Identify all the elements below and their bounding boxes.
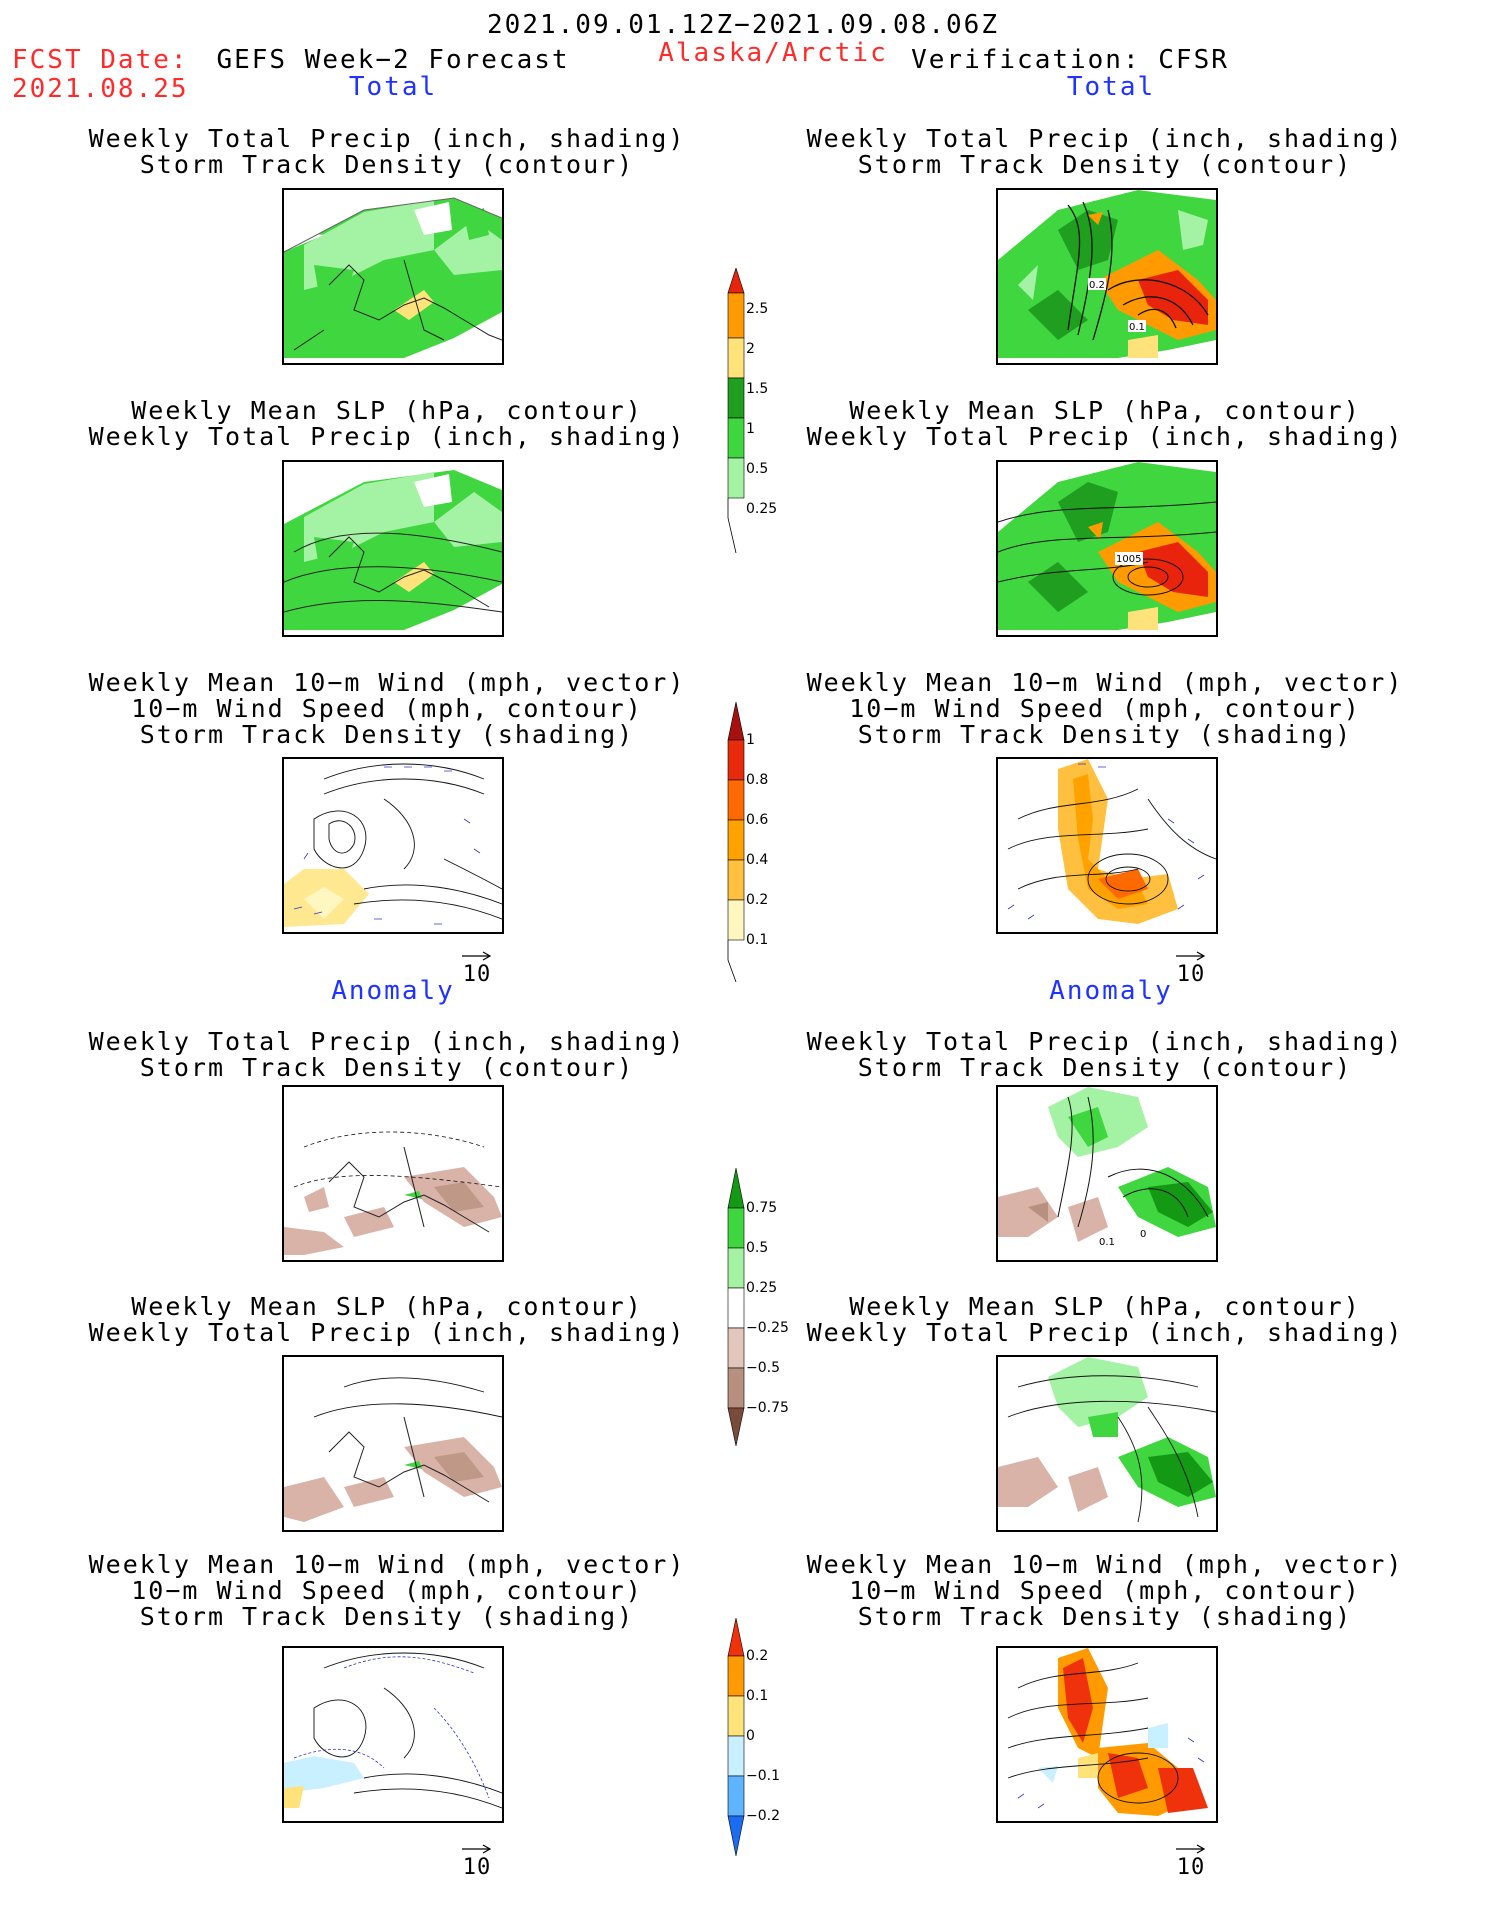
colorbar-label: 0.2 bbox=[746, 892, 769, 908]
title-precip-track-obs: Weekly Total Precip (inch, shading) Storm… bbox=[806, 124, 1404, 179]
contour-label: 1005 bbox=[1116, 554, 1141, 565]
title-slp-precip-obs: Weekly Mean SLP (hPa, contour) Weekly Tot… bbox=[806, 396, 1404, 451]
section-anomaly-left: Anomaly bbox=[331, 976, 455, 1006]
colorbar-precip-total: 2.5 2 1.5 1 0.5 0.25 bbox=[726, 268, 796, 568]
vector-key-obs-anom: 10 bbox=[1175, 1843, 1207, 1879]
map-wind-anom-obs bbox=[996, 1646, 1218, 1823]
colorbar-label: 0.1 bbox=[746, 1688, 769, 1704]
title-wind-track-obs: Weekly Mean 10−m Wind (mph, vector) 10−m … bbox=[806, 668, 1404, 749]
arrow-right-icon bbox=[1176, 951, 1206, 961]
colorbar-label: 0.2 bbox=[746, 1648, 769, 1664]
colorbar-label: 0.5 bbox=[746, 1240, 769, 1256]
contour-label: 0.1 bbox=[1129, 322, 1145, 333]
title-slp-precip-fcst: Weekly Mean SLP (hPa, contour) Weekly Tot… bbox=[88, 396, 686, 451]
arrow-right-icon bbox=[462, 951, 492, 961]
colorbar-label: 2 bbox=[746, 341, 755, 357]
colorbar-label: 0 bbox=[746, 1728, 755, 1744]
title-wind-track-anom-fcst: Weekly Mean 10−m Wind (mph, vector) 10−m … bbox=[88, 1550, 686, 1631]
colorbar-label: 1.5 bbox=[746, 381, 769, 397]
title-precip-track-anom-obs: Weekly Total Precip (inch, shading) Storm… bbox=[806, 1027, 1404, 1082]
title-precip-track-anom-fcst: Weekly Total Precip (inch, shading) Storm… bbox=[88, 1027, 686, 1082]
section-anomaly-right: Anomaly bbox=[1049, 976, 1173, 1006]
map-precip-total-obs: 0.2 0.1 bbox=[996, 188, 1218, 365]
colorbar-precip-anom: 0.75 0.5 0.25 −0.25 −0.5 −0.75 bbox=[726, 1168, 806, 1458]
colorbar-label: 2.5 bbox=[746, 301, 769, 317]
model-title: GEFS Week−2 Forecast bbox=[216, 45, 570, 75]
map-precip-anom-fcst bbox=[282, 1085, 504, 1262]
colorbar-label: −0.25 bbox=[746, 1320, 789, 1336]
map-wind-anom-fcst bbox=[282, 1646, 504, 1823]
colorbar-label: 0.25 bbox=[746, 501, 778, 517]
section-total-left: Total bbox=[348, 72, 438, 102]
map-precip-total-fcst bbox=[282, 188, 504, 365]
map-slp-anom-obs bbox=[996, 1355, 1218, 1532]
arrow-right-icon bbox=[462, 1844, 492, 1854]
fcst-date-value: 2021.08.25 bbox=[12, 74, 189, 104]
title-slp-precip-anom-obs: Weekly Mean SLP (hPa, contour) Weekly Tot… bbox=[806, 1292, 1404, 1347]
title-wind-track-fcst: Weekly Mean 10−m Wind (mph, vector) 10−m … bbox=[88, 668, 686, 749]
colorbar-label: −0.5 bbox=[746, 1360, 780, 1376]
colorbar-track-total: 1 0.8 0.6 0.4 0.2 0.1 bbox=[726, 702, 796, 992]
contour-label: 0 bbox=[1140, 1229, 1146, 1240]
map-slp-anom-fcst bbox=[282, 1355, 504, 1532]
colorbar-label: 0.1 bbox=[746, 932, 769, 948]
map-wind-total-obs bbox=[996, 757, 1218, 934]
vector-key-fcst-total: 10 bbox=[461, 950, 493, 986]
fcst-date-label: FCST Date: bbox=[12, 45, 189, 75]
colorbar-track-anom: 0.2 0.1 0 −0.1 −0.2 bbox=[726, 1618, 796, 1863]
section-total-right: Total bbox=[1066, 72, 1156, 102]
vector-key-obs-total: 10 bbox=[1175, 950, 1207, 986]
arrow-right-icon bbox=[1176, 1844, 1206, 1854]
colorbar-label: 0.25 bbox=[746, 1280, 778, 1296]
forecast-period: 2021.09.01.12Z−2021.09.08.06Z bbox=[487, 10, 999, 40]
colorbar-label: 0.5 bbox=[746, 461, 769, 477]
title-precip-track-fcst: Weekly Total Precip (inch, shading) Storm… bbox=[88, 124, 686, 179]
colorbar-label: 0.6 bbox=[746, 812, 769, 828]
map-slp-total-obs: 1005 bbox=[996, 460, 1218, 637]
contour-label: 0.2 bbox=[1089, 280, 1105, 291]
colorbar-label: −0.75 bbox=[746, 1400, 789, 1416]
map-slp-total-fcst bbox=[282, 460, 504, 637]
verification-title: Verification: CFSR bbox=[911, 45, 1229, 75]
map-wind-total-fcst bbox=[282, 757, 504, 934]
map-precip-anom-obs: 0.1 0 bbox=[996, 1085, 1218, 1262]
title-slp-precip-anom-fcst: Weekly Mean SLP (hPa, contour) Weekly Tot… bbox=[88, 1292, 686, 1347]
vector-key-fcst-anom: 10 bbox=[461, 1843, 493, 1879]
region-title: Alaska/Arctic bbox=[658, 38, 888, 68]
colorbar-label: 0.8 bbox=[746, 772, 769, 788]
colorbar-label: 0.4 bbox=[746, 852, 769, 868]
colorbar-label: −0.2 bbox=[746, 1808, 780, 1824]
colorbar-label: 1 bbox=[746, 732, 755, 748]
colorbar-label: 1 bbox=[746, 421, 755, 437]
contour-label: 0.1 bbox=[1099, 1237, 1115, 1248]
title-wind-track-anom-obs: Weekly Mean 10−m Wind (mph, vector) 10−m … bbox=[806, 1550, 1404, 1631]
colorbar-label: −0.1 bbox=[746, 1768, 780, 1784]
colorbar-label: 0.75 bbox=[746, 1200, 778, 1216]
